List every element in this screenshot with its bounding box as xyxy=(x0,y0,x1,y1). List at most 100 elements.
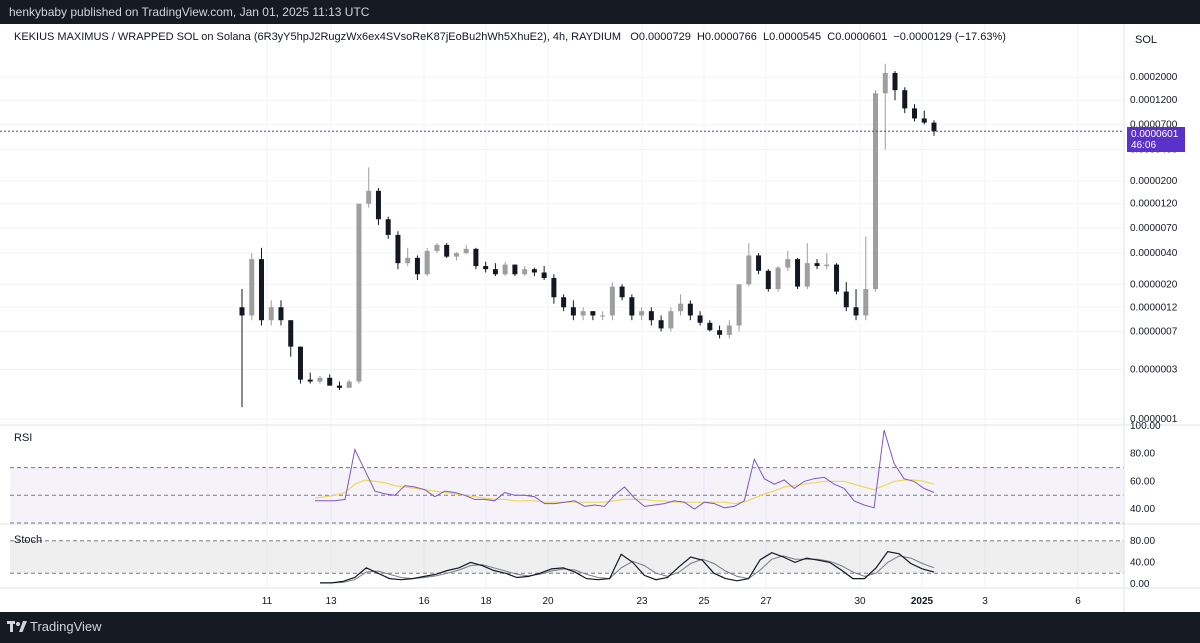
symbol-legend[interactable]: KEKIUS MAXIMUS / WRAPPED SOL on Solana (… xyxy=(14,31,1006,43)
candle-body xyxy=(307,379,313,382)
symbol-title[interactable]: KEKIUS MAXIMUS / WRAPPED SOL on Solana (… xyxy=(14,31,622,43)
candle-body xyxy=(648,311,654,321)
rsi-title[interactable]: RSI xyxy=(14,432,33,444)
candle-body xyxy=(375,190,381,220)
price-tick-label: 0.0000001 xyxy=(1130,414,1178,425)
candle-body xyxy=(473,248,479,267)
price-tick-label: 0.0000020 xyxy=(1130,279,1178,290)
candle-body xyxy=(434,244,440,251)
last-price-tag: 0.0000601 46:06 xyxy=(1127,127,1185,152)
candle-body xyxy=(483,266,489,270)
candle-body xyxy=(629,297,635,316)
candle-body xyxy=(346,381,352,388)
candle-body xyxy=(873,93,879,290)
candle-body xyxy=(912,108,918,119)
low-label: L xyxy=(763,31,770,43)
stoch-tick-label: 80.00 xyxy=(1130,536,1155,547)
candle-body xyxy=(892,72,898,91)
candle-body xyxy=(385,219,391,235)
candle-body xyxy=(405,257,411,264)
last-price-value: 0.0000601 xyxy=(1131,129,1179,140)
price-tick-label: 0.0000200 xyxy=(1130,176,1178,187)
tradingview-brand[interactable]: TradingView xyxy=(30,619,102,634)
candle-body xyxy=(765,270,771,290)
price-tick-label: 0.0000040 xyxy=(1130,248,1178,259)
candle-body xyxy=(824,264,830,267)
rsi-line xyxy=(315,430,935,510)
time-tick-label: 25 xyxy=(698,596,710,607)
candle-body xyxy=(775,267,781,290)
rsi-tick-label: 60.00 xyxy=(1130,476,1155,487)
candle-body xyxy=(853,307,859,316)
candle-body xyxy=(463,248,469,254)
candle-body xyxy=(619,286,625,298)
candle-body xyxy=(541,272,547,279)
chart-area[interactable]: 0.00020000.00012000.00007000.00004000.00… xyxy=(0,24,1200,612)
stoch-pane xyxy=(10,540,1124,584)
change-value: −0.0000129 (−17.63%) xyxy=(893,31,1006,43)
candle-body xyxy=(502,264,508,275)
currency-button[interactable]: SOL xyxy=(1135,34,1158,46)
time-axis[interactable]: 11 13 16 18 20 23 25 27 30 2025 3 6 xyxy=(262,596,1081,607)
price-tick-label: 0.0000120 xyxy=(1130,199,1178,210)
candle-body xyxy=(395,234,401,264)
candle-body xyxy=(414,257,420,275)
time-tick-label: 11 xyxy=(262,596,273,607)
candle-body xyxy=(297,346,303,380)
price-tick-label: 0.0000003 xyxy=(1130,365,1178,376)
candle-series xyxy=(239,63,937,408)
candle-body xyxy=(697,315,703,323)
publish-header: henkybaby published on TradingView.com, … xyxy=(0,0,1200,24)
price-tick-label: 0.0000007 xyxy=(1130,327,1178,338)
candle-body xyxy=(707,322,713,331)
vertical-grid xyxy=(266,24,1079,588)
stoch-tick-label: 0.00 xyxy=(1130,579,1150,590)
stoch-title[interactable]: Stoch xyxy=(14,534,43,546)
candle-body xyxy=(570,307,576,316)
candle-body xyxy=(687,303,693,316)
time-tick-label: 30 xyxy=(854,596,866,607)
candle-body xyxy=(756,255,762,271)
candle-body xyxy=(668,311,674,329)
candle-body xyxy=(931,122,937,132)
candle-body xyxy=(726,325,732,335)
candle-body xyxy=(356,203,362,382)
footer-bar: TradingView xyxy=(0,612,1200,643)
candle-body xyxy=(785,259,791,268)
candle-body xyxy=(531,269,537,273)
chart-canvas[interactable]: 0.00020000.00012000.00007000.00004000.00… xyxy=(0,24,1200,612)
time-tick-label: 27 xyxy=(760,596,772,607)
candle-body xyxy=(580,311,586,316)
candle-body xyxy=(288,320,294,347)
candle-body xyxy=(317,377,323,382)
low-value: 0.0000545 xyxy=(769,31,822,43)
candle-body xyxy=(268,307,274,321)
candle-body xyxy=(453,253,459,257)
stoch-k-line xyxy=(320,550,935,584)
candle-body xyxy=(746,255,752,285)
time-tick-label: 20 xyxy=(542,596,554,607)
candle-body xyxy=(590,311,596,316)
rsi-pane xyxy=(10,430,1124,524)
open-value: 0.0000729 xyxy=(638,31,691,43)
high-value: 0.0000766 xyxy=(704,31,757,43)
rsi-tick-label: 80.00 xyxy=(1130,449,1155,460)
stoch-band xyxy=(10,540,1124,574)
candle-body xyxy=(921,118,927,123)
price-axis[interactable]: 0.00020000.00012000.00007000.00004000.00… xyxy=(1130,72,1178,425)
stoch-d-line xyxy=(320,555,935,584)
candle-body xyxy=(814,263,820,267)
price-tick-label: 0.0000070 xyxy=(1130,223,1178,234)
candle-body xyxy=(366,190,372,204)
stoch-axis: 80.00 40.00 0.00 xyxy=(1130,536,1155,590)
candle-body xyxy=(444,244,450,257)
candle-body xyxy=(424,250,430,275)
time-tick-label: 16 xyxy=(418,596,430,607)
candle-body xyxy=(600,315,606,317)
candle-body xyxy=(804,263,810,287)
candle-body xyxy=(678,303,684,312)
time-tick-label: 2025 xyxy=(911,596,934,607)
tradingview-logo-icon[interactable] xyxy=(7,620,27,634)
rsi-axis: 100.00 80.00 60.00 40.00 xyxy=(1130,421,1161,515)
price-tick-label: 0.0000012 xyxy=(1130,302,1178,313)
